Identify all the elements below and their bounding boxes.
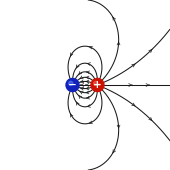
Circle shape: [94, 81, 98, 86]
Text: −: −: [68, 80, 77, 90]
Circle shape: [69, 81, 73, 86]
Circle shape: [66, 79, 79, 91]
Circle shape: [91, 79, 104, 91]
Text: +: +: [93, 80, 102, 90]
